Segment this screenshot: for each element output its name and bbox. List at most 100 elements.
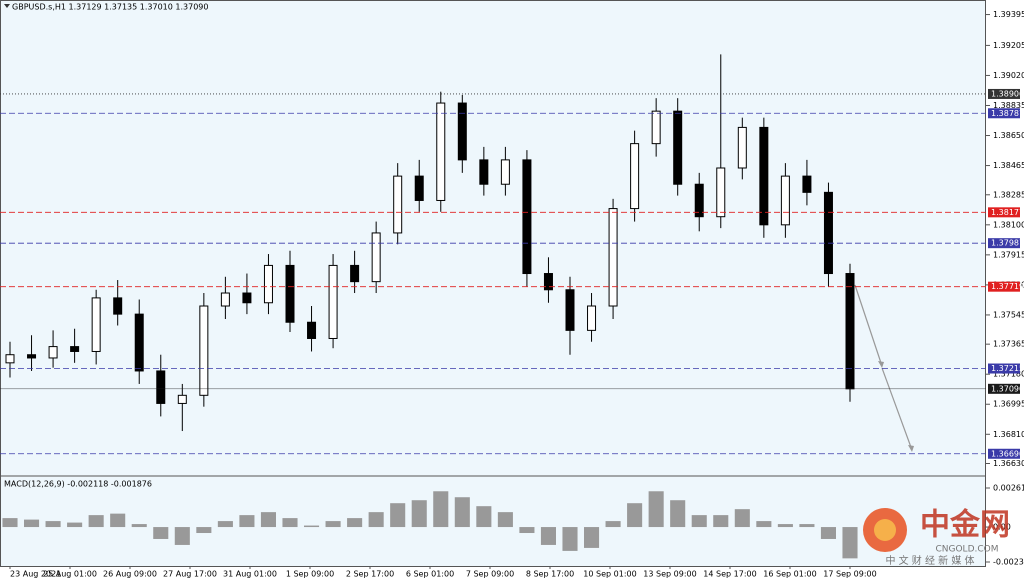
level-tag-label: 1.38906 <box>991 89 1024 98</box>
macd-bar <box>196 527 212 534</box>
y-tick-label: 1.38650 <box>993 131 1024 140</box>
macd-bar <box>433 491 449 528</box>
macd-bar <box>390 503 406 528</box>
macd-bar <box>799 524 815 528</box>
candle-body <box>414 175 424 201</box>
y-tick-label: 1.36995 <box>993 400 1024 409</box>
candle-body <box>737 126 747 169</box>
candle-body <box>242 292 252 304</box>
candle-body <box>522 159 532 275</box>
candle-body <box>436 102 446 201</box>
macd-bar <box>670 500 686 528</box>
chart-title: GBPUSD.s,H1 1.37129 1.37135 1.37010 1.37… <box>12 3 208 12</box>
candle-body <box>543 273 553 291</box>
x-tick-label: 17 Sep 09:00 <box>823 570 876 579</box>
candle-body <box>285 264 295 323</box>
candle-body <box>5 354 15 364</box>
arrow-head <box>908 445 914 452</box>
macd-bar <box>347 518 363 528</box>
level-tag <box>988 383 1020 394</box>
candle-body <box>199 305 209 396</box>
y-tick-label: 1.37365 <box>993 340 1024 349</box>
y-tick-label: 1.39205 <box>993 41 1024 50</box>
candle-body <box>134 313 144 372</box>
level-tag-label: 1.37719 <box>991 282 1024 291</box>
macd-bar <box>713 515 729 528</box>
candle-body <box>350 264 360 283</box>
macd-bar <box>217 521 233 528</box>
arrow-head <box>878 361 884 368</box>
x-tick-label: 23 Aug 2021 <box>10 570 61 579</box>
x-tick-label: 31 Aug 01:00 <box>223 570 277 579</box>
y-tick-label: 1.37915 <box>993 250 1024 259</box>
candle-body <box>479 159 489 185</box>
candle-body <box>500 159 510 185</box>
macd-bar <box>239 515 255 528</box>
y-tick-label: 1.38465 <box>993 161 1024 170</box>
watermark-name: 中金网 <box>920 508 1010 543</box>
macd-bar <box>519 527 535 534</box>
x-tick-label: 1 Sep 09:00 <box>286 570 334 579</box>
watermark: 中金网 CNGOLD.COM 中 文 财 经 新 媒 体 <box>863 508 1010 567</box>
x-tick-label: 10 Sep 01:00 <box>583 570 636 579</box>
x-tick-label: 14 Sep 17:00 <box>703 570 756 579</box>
y-tick-label: 1.37180 <box>993 370 1024 379</box>
macd-bar <box>777 524 793 528</box>
candle-body <box>48 346 58 359</box>
y-tick-label: 0.002619 <box>993 484 1024 493</box>
candle-body <box>328 264 338 339</box>
candle-body <box>802 175 812 193</box>
macd-bar <box>174 527 190 545</box>
candle-body <box>651 110 661 145</box>
watermark-slogan: 中 文 财 经 新 媒 体 <box>885 554 974 567</box>
plot-frame <box>0 0 986 567</box>
drawn-arrow <box>854 284 883 367</box>
macd-bar <box>411 500 427 528</box>
macd-bar <box>153 527 169 539</box>
macd-bar <box>45 521 61 528</box>
level-tag <box>988 207 1020 218</box>
macd-title: MACD(12,26,9) -0.002118 -0.001876 <box>4 480 152 489</box>
y-tick-label: 1.38100 <box>993 220 1024 229</box>
level-tag <box>988 448 1020 459</box>
macd-bar <box>260 512 276 528</box>
candle-body <box>565 289 575 331</box>
macd-bar <box>325 521 341 528</box>
candle-body <box>113 297 123 315</box>
candle-body <box>70 346 80 352</box>
x-tick-label: 2 Sep 17:00 <box>346 570 394 579</box>
macd-bar <box>540 527 556 545</box>
macd-bar <box>2 518 18 528</box>
candle-body <box>673 110 683 185</box>
level-tag-label: 1.37215 <box>991 364 1024 373</box>
candle-body <box>177 394 187 404</box>
y-tick-label: 1.36810 <box>993 430 1024 439</box>
x-tick-label: 26 Aug 09:00 <box>103 570 157 579</box>
y-tick-label: 1.38285 <box>993 190 1024 199</box>
y-tick-label: 0.00 <box>993 523 1011 532</box>
macd-bar <box>24 519 40 528</box>
y-tick-label: 1.39395 <box>993 10 1024 19</box>
candle-body <box>759 126 769 226</box>
x-tick-label: 25 Aug 01:00 <box>43 570 97 579</box>
y-tick-label: -0.002344 <box>993 558 1024 567</box>
level-tag <box>988 238 1020 249</box>
y-tick-label: 1.38835 <box>993 101 1024 110</box>
candle-body <box>587 305 597 331</box>
macd-bar <box>605 521 621 528</box>
candle-body <box>156 370 166 404</box>
macd-bar <box>282 518 298 528</box>
level-tag-label: 1.36690 <box>991 449 1024 458</box>
macd-bar <box>454 497 470 528</box>
level-tag <box>988 108 1020 119</box>
candle-body <box>780 175 790 226</box>
watermark-site: CNGOLD.COM <box>935 545 998 555</box>
x-tick-label: 8 Sep 17:00 <box>526 570 574 579</box>
candle-body <box>823 191 833 275</box>
level-tag-label: 1.37987 <box>991 239 1024 248</box>
macd-bar <box>820 527 836 539</box>
macd-bar <box>562 527 578 551</box>
macd-bar <box>648 491 664 528</box>
candle-body <box>220 292 230 307</box>
